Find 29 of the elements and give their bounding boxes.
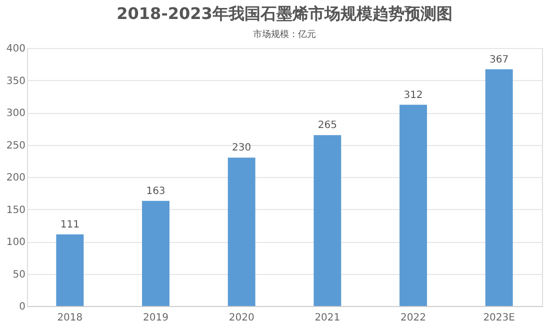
chart-subtitle: 市场规模：亿元: [253, 29, 316, 40]
bar: [56, 234, 84, 306]
bar: [314, 135, 342, 306]
chart-title: 2018-2023年我国石墨烯市场规模趋势预测图: [116, 4, 452, 23]
data-label: 230: [232, 142, 252, 154]
data-label: 163: [146, 186, 166, 197]
bar: [228, 158, 256, 306]
x-tick-label: 2020: [228, 312, 254, 324]
y-tick-label: 250: [6, 140, 26, 152]
x-tick-label: 2022: [400, 312, 426, 324]
data-label: 367: [490, 54, 509, 66]
data-label: 265: [318, 120, 337, 132]
bar: [142, 200, 170, 306]
y-tick-label: 200: [6, 172, 26, 184]
bar: [485, 69, 513, 306]
data-label: 312: [404, 90, 423, 101]
y-tick-label: 150: [6, 204, 26, 216]
data-label: 111: [60, 219, 80, 230]
x-tick-label: 2021: [314, 312, 340, 324]
y-tick-label: 300: [6, 108, 26, 119]
y-tick-label: 400: [6, 44, 26, 54]
x-tick-label: 2019: [143, 312, 168, 324]
bar: [400, 104, 427, 306]
x-tick-label: 2023E: [483, 312, 515, 324]
x-tick-label: 2018: [57, 312, 83, 324]
y-tick-label: 0: [19, 302, 26, 312]
y-tick-label: 350: [6, 76, 26, 87]
y-tick-label: 100: [6, 237, 26, 248]
y-tick-label: 50: [12, 269, 26, 280]
